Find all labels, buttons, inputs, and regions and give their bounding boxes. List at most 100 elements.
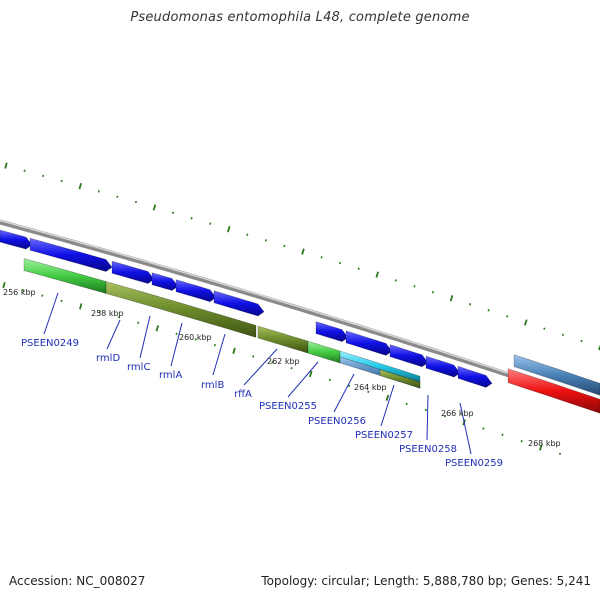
leader-line-1 bbox=[106, 319, 121, 350]
inner-tick-22 bbox=[424, 408, 427, 412]
outer-tick-19 bbox=[357, 267, 360, 271]
inner-tick-25 bbox=[482, 427, 485, 430]
gene-label-rffa[interactable]: rffA bbox=[234, 389, 252, 400]
leader-line-4 bbox=[212, 333, 226, 376]
inner-tick-16 bbox=[309, 370, 313, 378]
inner-tick-27 bbox=[520, 439, 523, 443]
kbp-label-264: 264 kbp bbox=[354, 383, 387, 392]
kbp-label-266: 266 kbp bbox=[441, 409, 474, 418]
outer-tick-6 bbox=[116, 195, 119, 198]
gene-label-rmlb[interactable]: rmlB bbox=[201, 380, 224, 391]
inner-tick-26 bbox=[501, 433, 504, 437]
cds-forward-9 bbox=[425, 355, 461, 378]
outer-tick-26 bbox=[487, 309, 490, 312]
outer-tick-2 bbox=[42, 174, 45, 178]
inner-tick-18 bbox=[348, 384, 351, 388]
outer-tick-21 bbox=[394, 279, 397, 282]
outer-tick-10 bbox=[190, 217, 193, 220]
outer-tick-15 bbox=[283, 244, 286, 248]
outer-tick-22 bbox=[413, 285, 416, 288]
cds-forward-4 bbox=[175, 279, 217, 303]
outer-tick-ring bbox=[4, 162, 600, 351]
inner-tick-2 bbox=[41, 294, 44, 297]
map-title: Pseudomonas entomophila L48, complete ge… bbox=[130, 10, 470, 25]
label-leaders bbox=[43, 292, 472, 455]
outer-tick-7 bbox=[134, 200, 137, 204]
outer-tick-4 bbox=[78, 183, 82, 190]
inner-tick-20 bbox=[385, 394, 390, 401]
outer-tick-13 bbox=[246, 233, 249, 236]
feature-track bbox=[0, 229, 600, 414]
outer-tick-16 bbox=[301, 248, 305, 255]
feature-green-1 bbox=[307, 340, 341, 364]
outer-tick-18 bbox=[339, 261, 342, 265]
outer-tick-31 bbox=[580, 339, 583, 343]
inner-tick-8 bbox=[155, 325, 160, 332]
outer-tick-12 bbox=[227, 226, 231, 233]
inner-tick-7 bbox=[137, 321, 140, 324]
leader-line-9 bbox=[426, 394, 429, 441]
outer-tick-20 bbox=[375, 271, 379, 278]
feature-olive-1 bbox=[257, 325, 309, 354]
leader-line-6 bbox=[287, 361, 319, 398]
cds-forward-3 bbox=[151, 272, 179, 291]
leader-line-0 bbox=[43, 292, 59, 335]
leader-line-10 bbox=[459, 402, 472, 455]
outer-tick-1 bbox=[23, 169, 26, 172]
inner-tick-ring bbox=[2, 281, 562, 456]
inner-tick-28 bbox=[539, 444, 543, 451]
kbp-label-262: 262 kbp bbox=[267, 357, 300, 366]
outer-tick-25 bbox=[469, 303, 472, 306]
inner-tick-29 bbox=[558, 452, 562, 456]
gene-label-pseen0249[interactable]: PSEEN0249 bbox=[21, 338, 79, 349]
leader-line-5 bbox=[243, 348, 278, 386]
feature-olive-2 bbox=[379, 369, 421, 389]
gene-label-rmld[interactable]: rmlD bbox=[96, 353, 120, 364]
feature-olive-0 bbox=[105, 281, 257, 338]
outer-tick-8 bbox=[152, 204, 157, 211]
feature-steel-right bbox=[513, 354, 600, 396]
genome-backbone bbox=[0, 219, 600, 408]
inner-tick-6 bbox=[118, 316, 121, 319]
gene-label-pseen0257[interactable]: PSEEN0257 bbox=[355, 430, 413, 441]
inner-tick-17 bbox=[328, 378, 331, 382]
kbp-label-258: 258 kbp bbox=[91, 309, 124, 318]
inner-tick-0 bbox=[2, 281, 6, 289]
gene-label-pseen0259[interactable]: PSEEN0259 bbox=[445, 458, 503, 469]
outer-tick-29 bbox=[543, 327, 546, 330]
leader-line-3 bbox=[170, 322, 183, 367]
leader-line-8 bbox=[380, 384, 395, 427]
outer-tick-14 bbox=[264, 239, 267, 242]
cds-forward-7 bbox=[345, 330, 393, 356]
accession-text: Accession: NC_008027 bbox=[9, 574, 146, 588]
cds-forward-2 bbox=[111, 260, 155, 284]
inner-tick-11 bbox=[213, 343, 216, 347]
inner-tick-14 bbox=[271, 361, 274, 364]
outer-tick-9 bbox=[172, 211, 175, 214]
outer-tick-17 bbox=[320, 256, 323, 259]
outer-tick-23 bbox=[431, 291, 434, 294]
cds-forward-0 bbox=[0, 229, 33, 250]
gene-label-pseen0256[interactable]: PSEEN0256 bbox=[308, 416, 366, 427]
gene-label-rmlc[interactable]: rmlC bbox=[127, 362, 150, 373]
cds-forward-5 bbox=[213, 290, 265, 317]
inner-tick-4 bbox=[79, 303, 83, 310]
outer-tick-32 bbox=[598, 344, 600, 351]
outer-tick-3 bbox=[60, 179, 63, 183]
kbp-label-268: 268 kbp bbox=[528, 439, 561, 448]
outer-tick-30 bbox=[561, 333, 564, 337]
inner-tick-21 bbox=[405, 402, 408, 406]
inner-tick-10 bbox=[194, 338, 197, 341]
outer-tick-28 bbox=[523, 319, 528, 326]
outer-tick-27 bbox=[506, 315, 509, 318]
leader-line-7 bbox=[333, 373, 355, 413]
gene-label-pseen0258[interactable]: PSEEN0258 bbox=[399, 444, 457, 455]
kbp-label-260: 260 kbp bbox=[179, 333, 212, 342]
leader-line-2 bbox=[139, 315, 151, 359]
outer-tick-11 bbox=[209, 222, 212, 225]
outer-tick-0 bbox=[4, 162, 8, 169]
gene-label-rmla[interactable]: rmlA bbox=[159, 370, 182, 381]
gene-label-pseen0255[interactable]: PSEEN0255 bbox=[259, 401, 317, 412]
genome-backbone-highlight bbox=[0, 219, 600, 405]
